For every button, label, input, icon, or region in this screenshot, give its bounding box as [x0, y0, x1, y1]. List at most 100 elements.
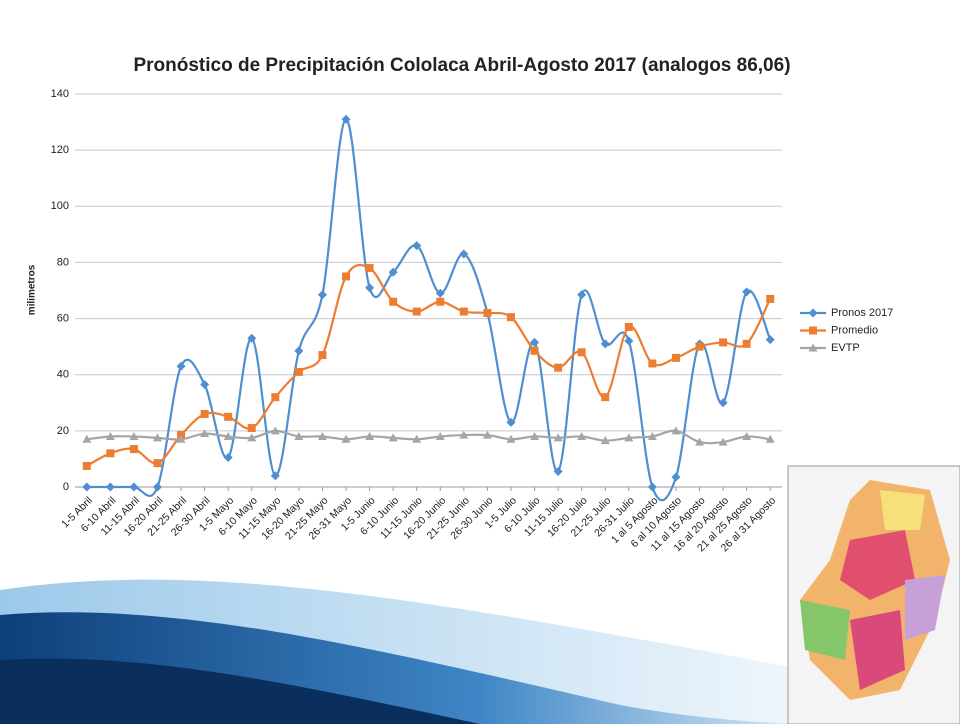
marker	[388, 433, 398, 442]
marker	[765, 434, 775, 443]
legend-label: EVTP	[831, 342, 860, 354]
marker	[412, 434, 422, 443]
marker	[271, 393, 280, 402]
marker	[577, 348, 586, 357]
marker	[105, 482, 115, 492]
marker	[82, 482, 92, 492]
y-tick-label: 80	[57, 256, 69, 268]
marker	[530, 346, 539, 355]
marker	[482, 430, 492, 439]
marker	[808, 308, 818, 318]
marker	[105, 431, 115, 440]
marker	[341, 114, 351, 124]
marker	[506, 417, 516, 427]
marker	[766, 294, 775, 303]
marker	[270, 471, 280, 481]
marker	[106, 449, 115, 458]
y-tick-label: 140	[51, 88, 69, 100]
marker	[671, 426, 681, 435]
marker	[153, 459, 162, 468]
marker	[554, 363, 563, 372]
marker	[200, 380, 210, 390]
marker	[294, 346, 304, 356]
marker	[224, 412, 233, 421]
marker	[695, 437, 705, 446]
marker	[412, 241, 422, 251]
marker	[647, 431, 657, 440]
marker	[341, 434, 351, 443]
marker	[435, 288, 445, 298]
marker	[742, 339, 751, 348]
legend-label: Pronos 2017	[831, 307, 893, 319]
marker	[152, 482, 162, 492]
marker	[388, 267, 398, 277]
marker	[247, 433, 257, 442]
marker	[718, 437, 728, 446]
marker	[176, 434, 186, 443]
marker	[742, 287, 752, 297]
marker	[318, 351, 327, 360]
marker	[553, 433, 563, 442]
marker	[459, 249, 469, 259]
marker	[389, 297, 398, 306]
marker	[600, 436, 610, 445]
marker	[742, 431, 752, 440]
marker	[808, 343, 818, 352]
marker	[200, 429, 210, 438]
y-tick-label: 120	[51, 144, 69, 156]
marker	[530, 431, 540, 440]
marker	[223, 431, 233, 440]
marker	[671, 353, 680, 362]
marker	[223, 453, 233, 463]
marker	[294, 367, 303, 376]
marker	[719, 338, 728, 347]
marker	[601, 393, 610, 402]
marker	[648, 359, 657, 368]
y-tick-label: 0	[63, 481, 69, 493]
marker	[809, 326, 817, 335]
marker	[624, 433, 634, 442]
marker	[270, 426, 280, 435]
chart-title: Pronóstico de Precipitación Cololaca Abr…	[133, 55, 790, 76]
marker	[647, 482, 657, 492]
marker	[412, 307, 421, 316]
marker	[459, 307, 468, 316]
marker	[365, 283, 375, 293]
marker	[82, 434, 92, 443]
y-tick-label: 100	[51, 200, 69, 212]
marker	[624, 322, 633, 331]
marker	[317, 431, 327, 440]
marker	[176, 361, 186, 371]
marker	[317, 290, 327, 300]
marker	[695, 342, 704, 351]
marker	[342, 272, 351, 281]
marker	[718, 398, 728, 408]
marker	[459, 430, 469, 439]
marker	[553, 467, 563, 477]
marker	[765, 335, 775, 345]
y-tick-label: 20	[57, 425, 69, 437]
marker	[600, 339, 610, 349]
marker	[577, 431, 587, 440]
marker	[365, 264, 374, 273]
marker	[247, 333, 257, 343]
marker	[82, 461, 91, 470]
marker	[530, 337, 540, 347]
marker	[624, 336, 634, 346]
marker	[671, 472, 681, 482]
swoosh	[0, 658, 480, 724]
marker	[129, 431, 139, 440]
marker	[506, 313, 515, 322]
legend-label: Promedio	[831, 324, 878, 336]
y-tick-label: 40	[57, 369, 69, 381]
marker	[436, 297, 445, 306]
marker	[365, 431, 375, 440]
marker	[200, 410, 209, 419]
marker	[152, 433, 162, 442]
marker	[435, 431, 445, 440]
marker	[294, 431, 304, 440]
marker	[483, 308, 492, 317]
marker	[129, 482, 139, 492]
